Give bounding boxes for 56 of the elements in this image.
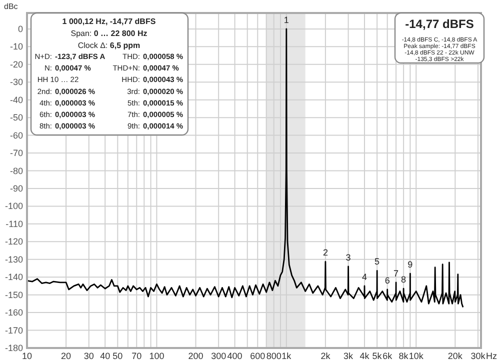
x-tick-label: 100 (149, 351, 164, 361)
annotation: 1 000,12 Hz, -14,77 dBFS (62, 17, 156, 26)
annotation: 2 (322, 248, 328, 258)
x-tick-label: 30 (84, 351, 94, 361)
y-tick-label: -90 (10, 183, 23, 194)
y-tick-label: -10 (10, 42, 23, 52)
x-tick-label: 20k (448, 351, 463, 361)
y-tick-label: -170 (4, 325, 23, 336)
y-tick-label: 0 (18, 24, 23, 34)
y-tick-label: -80 (10, 166, 23, 176)
y-tick-label: -130 (4, 254, 23, 264)
y-tick-label: -110 (6, 218, 23, 229)
x-tick-label: 3k (344, 351, 354, 361)
annotation: Span: 0 … 22 800 Hz (70, 29, 148, 38)
x-tick-label: 200 (188, 351, 204, 361)
y-tick-label: -160 (4, 308, 23, 318)
annotation: 9 (408, 260, 413, 270)
y-tick-label: -120 (4, 236, 23, 247)
x-tick-label: 800 (266, 351, 282, 361)
y-tick-label: -60 (10, 130, 23, 140)
annotation: 1 (284, 14, 289, 25)
x-tick-label: 10 (22, 351, 32, 361)
annotation: 4 (362, 272, 368, 282)
y-tick-label: -180 (4, 343, 23, 353)
y-tick-label: -150 (4, 290, 23, 300)
y-tick-label: -50 (10, 112, 23, 123)
x-tick-label: 40 (100, 351, 110, 361)
x-tick-label: 5k (372, 351, 382, 361)
annotation: 7 (394, 268, 399, 278)
x-tick-label: 10k (408, 351, 424, 361)
annotation: -14,77 dBFS (405, 17, 474, 31)
x-tick-label: 600 (250, 351, 266, 361)
y-tick-label: -140 (4, 272, 23, 282)
annotation: 5 (374, 256, 380, 267)
y-tick-label: -30 (10, 77, 23, 88)
annotation: 6 (384, 276, 390, 286)
x-tick-label: 400 (227, 351, 242, 361)
annotation: Clock Δ: 6,5 ppm (78, 41, 140, 50)
y-tick-label: -40 (10, 94, 23, 105)
y-tick-label: -100 (4, 201, 23, 212)
x-tick-label: 300 (211, 351, 226, 361)
annotation: 8 (401, 274, 406, 285)
x-tick-label: 1k (282, 351, 292, 361)
annotation: 3 (346, 252, 351, 262)
x-tick-label: 50 (112, 351, 123, 361)
y-tick-label: -20 (10, 59, 23, 70)
x-axis-title: Hz (486, 351, 498, 361)
x-tick-label: 20 (61, 351, 72, 361)
x-tick-label: 70 (132, 351, 142, 361)
x-tick-label: 2k (320, 351, 331, 361)
x-tick-label: 8k (398, 351, 409, 361)
x-tick-label: 30k (470, 351, 486, 361)
x-tick-label: 4k (360, 351, 370, 361)
x-tick-label: 6k (382, 351, 393, 361)
y-axis-title: dBc (4, 2, 18, 11)
y-tick-label: -70 (10, 148, 23, 158)
